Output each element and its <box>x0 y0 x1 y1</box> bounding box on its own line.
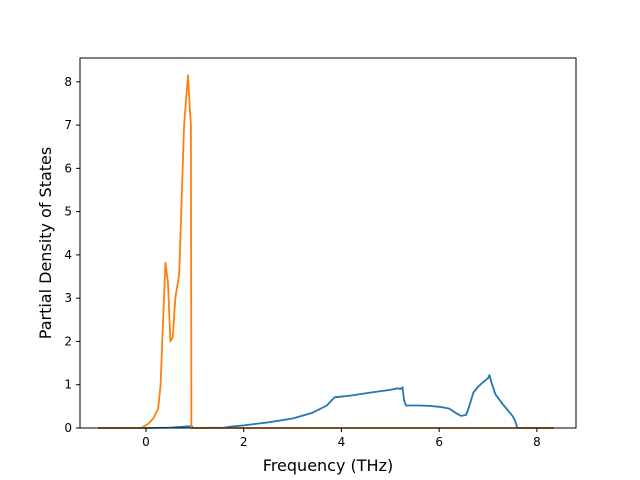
y-tick-label: 2 <box>64 334 72 348</box>
y-axis-label: Partial Density of States <box>36 147 55 339</box>
x-tick-label: 6 <box>435 435 443 449</box>
plot-background <box>80 58 576 428</box>
plot-frame <box>79 57 577 429</box>
series-line-2 <box>98 74 554 429</box>
y-tick-label: 6 <box>64 161 72 175</box>
series-line-1 <box>98 374 554 429</box>
y-tick-label: 7 <box>64 118 72 132</box>
x-axis-ticks: 0 2 4 6 8 <box>142 428 541 449</box>
y-tick-label: 1 <box>64 378 72 392</box>
x-tick-label: 2 <box>240 435 248 449</box>
y-tick-label: 3 <box>64 291 72 305</box>
series-layer <box>98 74 554 429</box>
y-tick-label: 0 <box>64 421 72 435</box>
x-tick-label: 8 <box>533 435 541 449</box>
x-tick-label: 4 <box>338 435 346 449</box>
y-tick-label: 5 <box>64 205 72 219</box>
x-tick-label: 0 <box>142 435 150 449</box>
y-axis-ticks: 0 1 2 3 4 5 6 7 8 <box>64 75 80 435</box>
y-tick-label: 4 <box>64 248 72 262</box>
y-tick-label: 8 <box>64 75 72 89</box>
x-axis-label: Frequency (THz) <box>263 456 393 475</box>
